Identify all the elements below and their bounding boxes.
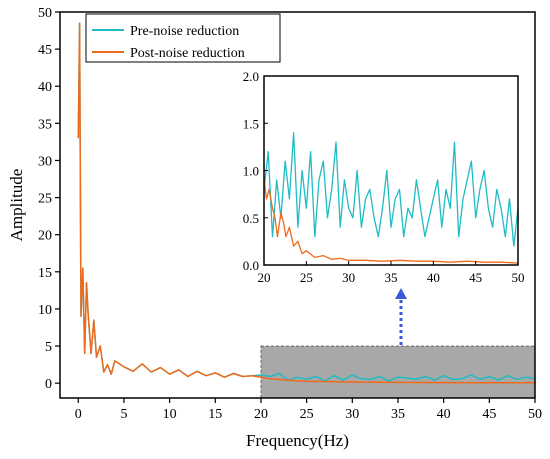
x-tick-label: 10 [163, 407, 177, 422]
zoom-arrow [395, 288, 407, 345]
inset-y-tick-label: 2.0 [243, 69, 259, 84]
legend-label: Post-noise reduction [130, 46, 245, 61]
inset-x-tick-label: 45 [469, 270, 482, 285]
y-tick-label: 15 [38, 266, 52, 281]
y-tick-label: 5 [45, 340, 52, 355]
y-tick-label: 40 [38, 80, 52, 95]
inset-y-tick-label: 1.5 [243, 116, 259, 131]
x-tick-label: 40 [437, 407, 451, 422]
inset-x-tick-label: 50 [512, 270, 525, 285]
y-tick-label: 0 [45, 377, 52, 392]
inset-y-tick-label: 0.0 [243, 258, 259, 273]
y-tick-label: 10 [38, 303, 52, 318]
y-tick-label: 25 [38, 192, 52, 207]
x-tick-label: 0 [75, 407, 82, 422]
y-tick-label: 35 [38, 117, 52, 132]
legend-box [85, 13, 281, 63]
inset-x-tick-label: 40 [427, 270, 440, 285]
y-tick-label: 20 [38, 229, 52, 244]
inset-plot: 20 25 30 35 40 45 50 0.0 0.5 1.0 1.5 2.0 [243, 69, 525, 285]
x-tick-label: 20 [254, 407, 268, 422]
x-tick-label: 5 [120, 407, 127, 422]
inset-series-line-post-noise [263, 179, 519, 264]
inset-series-line-pre-noise [263, 132, 519, 247]
y-axis-title: Amplitude [7, 169, 26, 242]
x-tick-label: 45 [482, 407, 496, 422]
inset-x-tick-label: 35 [385, 270, 398, 285]
inset-y-tick-label: 1.0 [243, 164, 259, 179]
highlight-region [260, 345, 536, 399]
x-tick-label: 50 [528, 407, 542, 422]
y-tick-label: 50 [38, 6, 52, 21]
x-axis-title: Frequency(Hz) [246, 431, 349, 450]
inset-x-tick-label: 20 [258, 270, 271, 285]
inset-x-tick-label: 30 [342, 270, 355, 285]
plot-frame [59, 11, 536, 399]
x-tick-label: 25 [300, 407, 314, 422]
arrow-head [395, 288, 407, 299]
inset-x-tick-label: 25 [300, 270, 313, 285]
legend: Pre-noise reduction Post-noise reduction [85, 13, 281, 63]
series-line-post-noise [77, 22, 536, 384]
main-plot: 0 5 10 15 20 25 30 35 40 45 50 0 5 10 15 20 25 30 35 40 45 50… [7, 6, 542, 450]
legend-label: Pre-noise reduction [130, 24, 239, 39]
inset-background [264, 76, 518, 265]
x-tick-label: 30 [345, 407, 359, 422]
x-tick-label: 35 [391, 407, 405, 422]
inset-y-tick-label: 0.5 [243, 211, 259, 226]
y-tick-label: 30 [38, 154, 52, 169]
x-tick-label: 15 [208, 407, 222, 422]
y-tick-label: 45 [38, 43, 52, 58]
